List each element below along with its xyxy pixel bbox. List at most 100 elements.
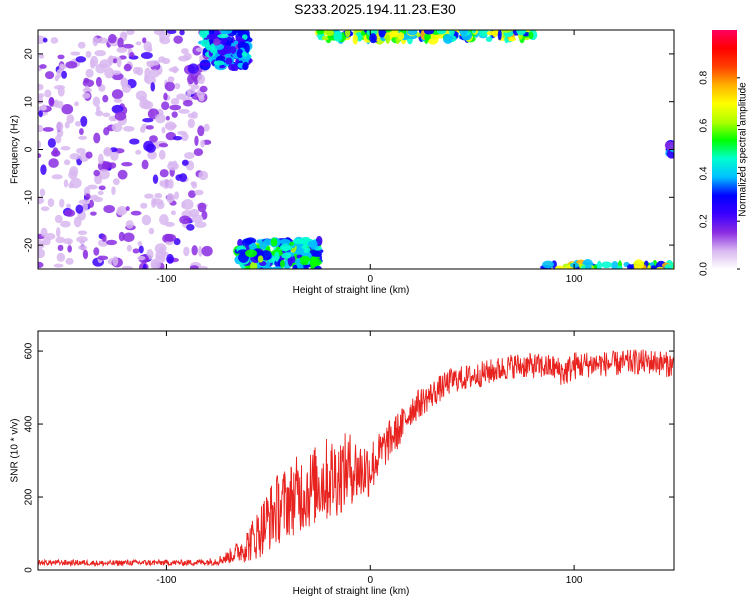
heatmap-cell — [142, 263, 147, 269]
heatmap-cell — [65, 61, 78, 69]
heatmap-cell — [436, 30, 447, 35]
heatmap-cell — [132, 248, 140, 254]
heatmap-cell — [316, 30, 325, 35]
y-tick-label: 200 — [24, 488, 35, 505]
heatmap-cell — [200, 139, 205, 148]
heatmap-cell — [299, 255, 311, 263]
heatmap-cell — [190, 83, 200, 90]
heatmap-cell — [221, 30, 233, 35]
x-tick-label: -100 — [156, 274, 176, 285]
heatmap-cell — [77, 41, 86, 49]
heatmap-cell — [213, 60, 225, 66]
heatmap-cell — [164, 123, 177, 129]
heatmap-cell — [158, 149, 166, 160]
heatmap-cell — [96, 37, 109, 44]
heatmap-cell — [92, 96, 101, 107]
heatmap-cell — [508, 36, 516, 42]
heatmap-cell — [164, 233, 177, 242]
heatmap-cell — [397, 32, 405, 41]
heatmap-cell — [196, 265, 208, 269]
heatmap-cell — [94, 49, 106, 57]
heatmap-cell — [135, 41, 142, 46]
heatmap-cell — [142, 117, 154, 123]
heatmap-cell — [66, 114, 75, 124]
heatmap-cell — [80, 115, 88, 127]
heatmap-cell — [98, 63, 108, 68]
heatmap-cell — [61, 70, 67, 79]
heatmap-cell — [108, 162, 117, 169]
heatmap-cell — [198, 95, 205, 102]
heatmap-cell — [42, 237, 51, 246]
heatmap-cell — [173, 35, 183, 44]
heatmap-cell — [67, 245, 72, 253]
heatmap-cell — [292, 264, 298, 269]
heatmap-cell — [165, 115, 170, 121]
heatmap-cell — [237, 41, 248, 51]
x-tick-label: 0 — [367, 274, 373, 285]
heatmap-cell — [63, 179, 69, 188]
heatmap-cell — [195, 47, 205, 53]
heatmap-cell — [154, 192, 163, 199]
heatmap-cell — [51, 174, 63, 180]
heatmap-cell — [170, 97, 180, 106]
heatmap-cell — [158, 142, 169, 148]
heatmap-cell — [122, 126, 135, 132]
heatmap-cell — [60, 220, 71, 228]
snr-plot-frame — [37, 330, 675, 571]
heatmap-cell — [161, 179, 172, 189]
heatmap-cell — [103, 148, 111, 155]
heatmap-cell — [78, 199, 91, 205]
heatmap-cell — [528, 31, 534, 40]
heatmap-cell — [55, 236, 65, 244]
y-tick-label: 400 — [24, 415, 35, 432]
heatmap-cell — [199, 62, 211, 67]
heatmap-cell — [585, 262, 592, 269]
heatmap-cell — [182, 99, 193, 107]
heatmap-cell — [54, 214, 63, 224]
heatmap-cell — [633, 259, 644, 269]
heatmap-cell — [138, 245, 144, 254]
heatmap-cell — [112, 256, 119, 266]
heatmap-cell — [49, 97, 55, 106]
heatmap-cell — [121, 161, 133, 167]
heatmap-cell — [303, 247, 309, 254]
heatmap-cell — [113, 98, 123, 103]
heatmap-cell — [241, 51, 248, 57]
heatmap-cell — [194, 189, 204, 196]
heatmap-cell — [117, 37, 124, 49]
heatmap-cell — [486, 31, 495, 36]
heatmap-cell — [385, 30, 392, 33]
heatmap-cell — [129, 52, 135, 58]
heatmap-cell — [159, 36, 171, 45]
heatmap-cell — [250, 261, 258, 269]
heatmap-cell — [236, 48, 244, 59]
heatmap-cell — [228, 63, 237, 71]
heatmap-cell — [190, 181, 197, 187]
heatmap-cell — [167, 162, 179, 171]
heatmap-cell — [163, 92, 168, 101]
heatmap-cell — [178, 109, 190, 114]
heatmap-cell — [611, 260, 619, 269]
heatmap-cell — [279, 238, 291, 245]
colorbar-tick-label: 0.4 — [699, 166, 710, 180]
x-tick-label: 100 — [566, 575, 583, 586]
y-axis-label: Frequency (Hz) — [10, 115, 21, 184]
heatmap-cell — [181, 159, 189, 166]
heatmap-cell — [280, 259, 285, 268]
heatmap-cell — [159, 214, 169, 225]
heatmap-cell — [176, 93, 187, 100]
heatmap-cell — [596, 260, 602, 269]
heatmap-cell — [56, 252, 66, 262]
heatmap-cell — [187, 190, 196, 199]
heatmap-cell — [167, 76, 175, 83]
heatmap-cell — [141, 214, 152, 226]
heatmap-cell — [197, 125, 205, 137]
colorbar — [712, 30, 737, 269]
heatmap-cell — [69, 166, 79, 177]
heatmap-cell — [38, 196, 45, 205]
heatmap-cell — [85, 151, 93, 159]
heatmap-cell — [38, 140, 42, 149]
heatmap-cell — [140, 202, 148, 209]
